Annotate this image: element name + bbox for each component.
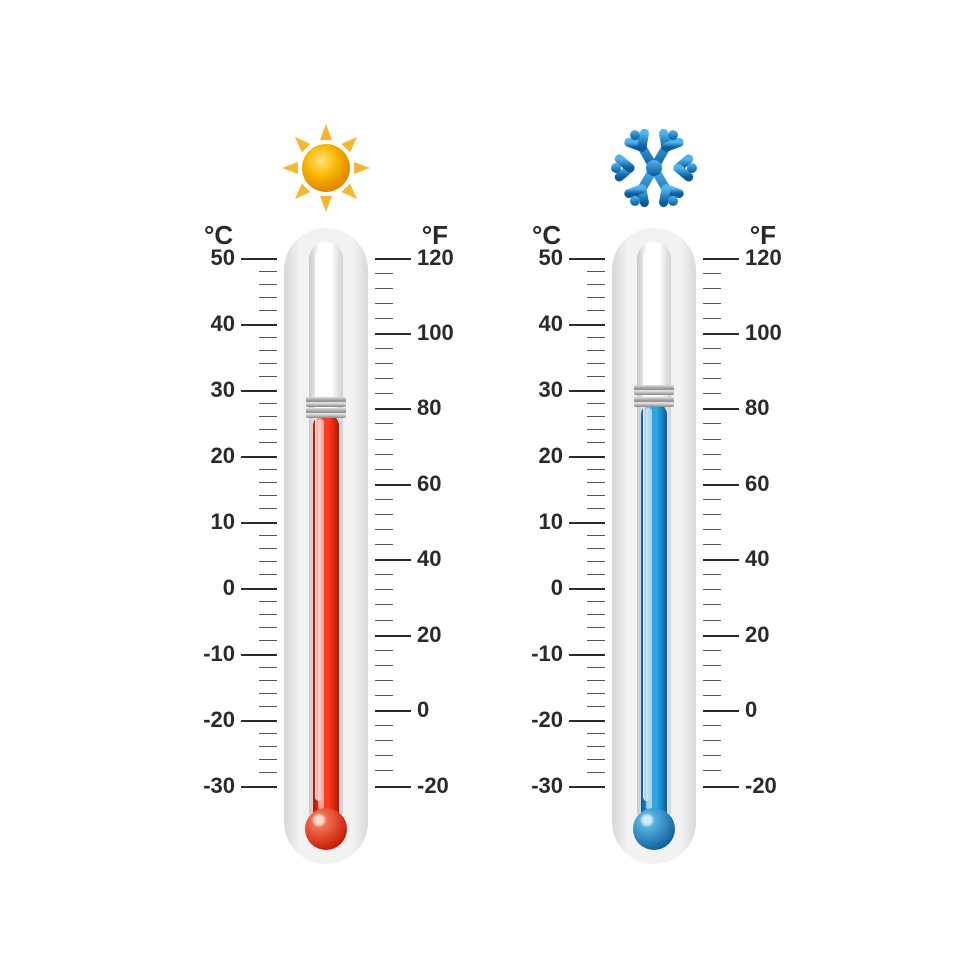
fahrenheit-tick-label: 20 <box>745 622 769 648</box>
celsius-tick-label: 50 <box>211 245 235 271</box>
sun-icon <box>276 113 376 223</box>
thermometer-body <box>609 228 699 868</box>
fahrenheit-tick-label: 0 <box>417 697 429 723</box>
hot-thermometer: °C °F -30-20-1001020304050 -200204060801… <box>202 113 450 868</box>
celsius-tick-label: 10 <box>211 509 235 535</box>
celsius-tick-label: 30 <box>211 377 235 403</box>
celsius-tick-label: -30 <box>203 773 235 799</box>
fahrenheit-tick-label: 100 <box>417 320 454 346</box>
celsius-tick-label: 10 <box>539 509 563 535</box>
fahrenheit-scale: -20020406080100120 <box>703 250 778 810</box>
cold-thermometer: °C °F -30-20-1001020304050 -200204060801… <box>530 113 778 868</box>
celsius-tick-label: 20 <box>211 443 235 469</box>
celsius-tick-label: 20 <box>539 443 563 469</box>
fahrenheit-tick-label: 80 <box>745 395 769 421</box>
fahrenheit-tick-label: 40 <box>745 546 769 572</box>
celsius-tick-label: 40 <box>539 311 563 337</box>
snowflake-icon <box>604 113 704 223</box>
thermometer-body <box>281 228 371 868</box>
celsius-tick-label: 30 <box>539 377 563 403</box>
fahrenheit-tick-label: 120 <box>745 245 782 271</box>
fahrenheit-tick-label: 20 <box>417 622 441 648</box>
celsius-tick-label: 50 <box>539 245 563 271</box>
celsius-tick-label: -10 <box>203 641 235 667</box>
fahrenheit-tick-label: 80 <box>417 395 441 421</box>
celsius-tick-label: -10 <box>531 641 563 667</box>
fahrenheit-tick-label: -20 <box>745 773 777 799</box>
fahrenheit-tick-label: -20 <box>417 773 449 799</box>
fahrenheit-tick-label: 0 <box>745 697 757 723</box>
fahrenheit-tick-label: 60 <box>417 471 441 497</box>
celsius-scale: -30-20-1001020304050 <box>530 250 605 810</box>
celsius-tick-label: 0 <box>223 575 235 601</box>
fahrenheit-tick-label: 100 <box>745 320 782 346</box>
celsius-tick-label: -20 <box>203 707 235 733</box>
celsius-scale: -30-20-1001020304050 <box>202 250 277 810</box>
celsius-tick-label: 0 <box>551 575 563 601</box>
fahrenheit-tick-label: 40 <box>417 546 441 572</box>
celsius-tick-label: -20 <box>531 707 563 733</box>
fahrenheit-tick-label: 60 <box>745 471 769 497</box>
celsius-tick-label: 40 <box>211 311 235 337</box>
celsius-tick-label: -30 <box>531 773 563 799</box>
fahrenheit-scale: -20020406080100120 <box>375 250 450 810</box>
fahrenheit-tick-label: 120 <box>417 245 454 271</box>
